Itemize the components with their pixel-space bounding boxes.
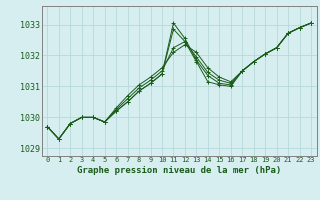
X-axis label: Graphe pression niveau de la mer (hPa): Graphe pression niveau de la mer (hPa) — [77, 166, 281, 175]
